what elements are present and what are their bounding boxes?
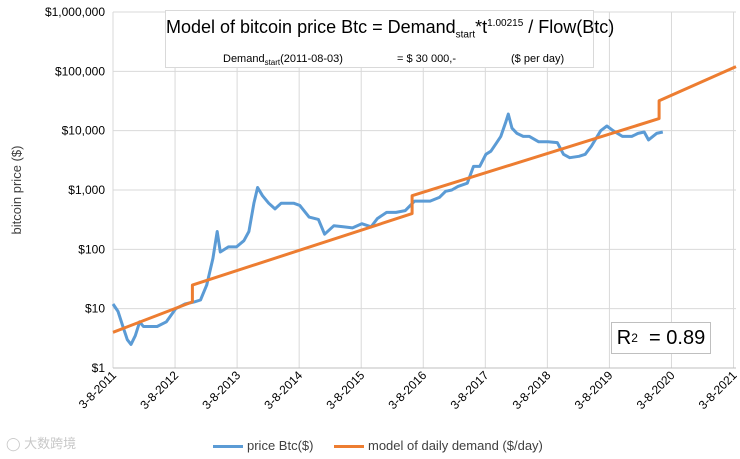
x-tick-label: 3-8-2012 [137, 368, 181, 412]
y-tick-labels: $1 $10 $100 $1,000 $10,000 $100,000 $1,000,000 [45, 5, 105, 375]
watermark-text: 大数跨境 [24, 436, 77, 451]
series-line-price [111, 112, 664, 346]
legend-swatch-price [213, 445, 243, 449]
formula-suffix: / Flow(Btc) [523, 17, 615, 37]
formula-sub: start [455, 29, 476, 41]
x-tick-label: 3-8-2014 [261, 368, 305, 412]
gridlines [112, 11, 736, 369]
x-tick-labels: 3-8-2011 3-8-2012 3-8-2013 3-8-2014 3-8-2015… [76, 368, 740, 412]
series-lines [111, 65, 737, 346]
x-tick-label: 3-8-2015 [323, 368, 367, 412]
x-tick-label: 3-8-2021 [696, 368, 740, 412]
y-tick-label: $1,000,000 [45, 5, 105, 19]
demand-label-sub: start [264, 58, 281, 68]
formula-demand-unit: ($ per day) [511, 53, 565, 65]
demand-label-date: (2011-08-03) [280, 53, 343, 65]
y-tick-label: $1,000 [68, 183, 105, 197]
x-tick-label: 3-8-2018 [510, 368, 554, 412]
legend-item-model: model of daily demand ($/day) [334, 438, 543, 453]
y-tick-label: $100 [78, 242, 105, 256]
x-tick-label: 3-8-2020 [634, 368, 678, 412]
x-tick-label: 3-8-2017 [448, 368, 492, 412]
demand-label-prefix: Demand [223, 53, 265, 65]
legend-item-price: price Btc($) [213, 438, 313, 453]
r2-label: R [616, 326, 632, 349]
legend-label-model: model of daily demand ($/day) [368, 438, 543, 453]
formula-mid: *t [475, 17, 488, 37]
x-tick-label: 3-8-2016 [386, 368, 430, 412]
watermark: ◯ 大数跨境 [6, 436, 77, 451]
r2-value: = 0.89 [649, 326, 706, 349]
x-tick-label: 3-8-2019 [572, 368, 616, 412]
legend-label-price: price Btc($) [247, 438, 314, 453]
r2-exponent: 2 [631, 331, 638, 345]
legend-swatch-model [334, 445, 364, 449]
y-tick-label: $10,000 [62, 124, 106, 138]
formula-exponent: 1.00215 [487, 18, 524, 29]
y-tick-label: $1 [92, 361, 106, 375]
y-tick-label: $10 [85, 302, 105, 316]
x-tick-label: 3-8-2013 [199, 368, 243, 412]
formula-demand-label: Demandstart(2011-08-03) [223, 53, 343, 67]
y-tick-label: $100,000 [55, 64, 105, 78]
series-line-model [112, 65, 737, 334]
y-axis-label: bitcoin price ($) [9, 146, 24, 235]
formula-demand-value: = $ 30 000,- [397, 53, 457, 65]
formula-prefix: Model of bitcoin price Btc = Demand [166, 17, 456, 37]
formula-box: Model of bitcoin price Btc = Demandstart… [165, 10, 614, 68]
formula-title: Model of bitcoin price Btc = Demandstart… [166, 17, 614, 41]
